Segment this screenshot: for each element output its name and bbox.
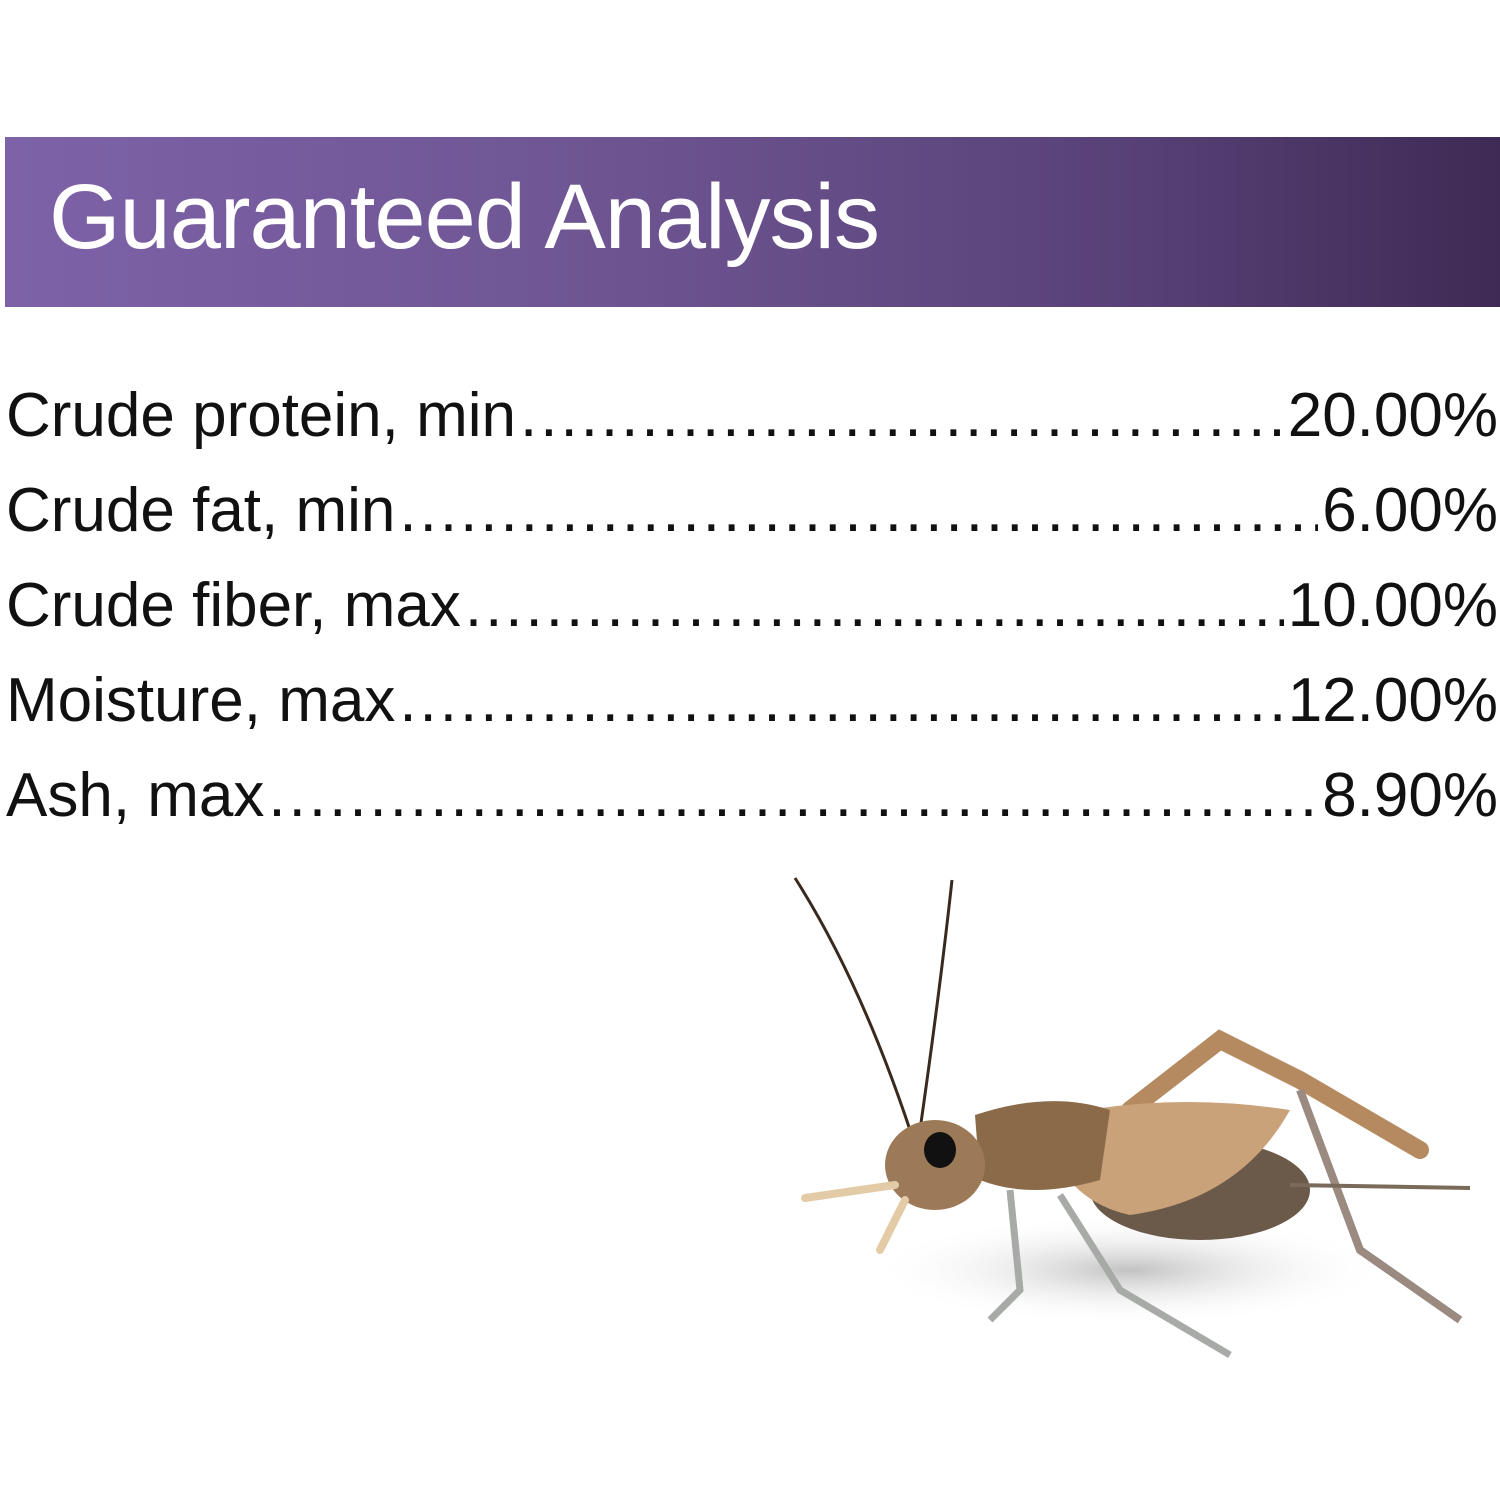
analysis-label: Moisture, max xyxy=(6,666,396,735)
dot-leader xyxy=(399,665,1283,736)
analysis-value: 12.00% xyxy=(1287,666,1498,735)
analysis-row: Crude fat, min 6.00% xyxy=(6,475,1498,570)
dot-leader xyxy=(399,475,1318,546)
page-title: Guaranteed Analysis xyxy=(49,166,880,268)
analysis-list: Crude protein, min 20.00% Crude fat, min… xyxy=(6,380,1498,855)
analysis-row: Crude protein, min 20.00% xyxy=(6,380,1498,475)
analysis-label: Crude protein, min xyxy=(6,381,517,450)
analysis-label: Ash, max xyxy=(6,761,265,830)
analysis-value: 8.90% xyxy=(1322,761,1498,830)
dot-leader xyxy=(268,760,1318,831)
analysis-value: 10.00% xyxy=(1287,571,1498,640)
analysis-value: 6.00% xyxy=(1322,476,1498,545)
analysis-label: Crude fat, min xyxy=(6,476,396,545)
cricket-image xyxy=(793,877,1471,1359)
analysis-label: Crude fiber, max xyxy=(6,571,461,640)
dot-leader xyxy=(520,380,1284,451)
analysis-row: Moisture, max 12.00% xyxy=(6,665,1498,760)
analysis-value: 20.00% xyxy=(1287,381,1498,450)
analysis-row: Crude fiber, max 10.00% xyxy=(6,570,1498,665)
dot-leader xyxy=(465,570,1284,641)
header-banner: Guaranteed Analysis xyxy=(5,137,1500,307)
analysis-row: Ash, max 8.90% xyxy=(6,760,1498,855)
